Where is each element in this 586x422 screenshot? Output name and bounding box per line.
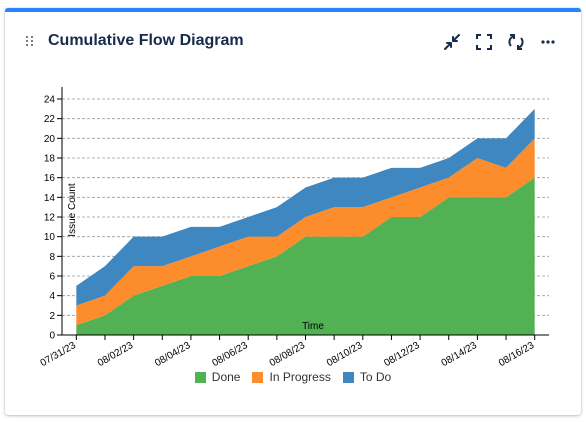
fullscreen-icon[interactable] (473, 31, 495, 53)
card-accent-bar (5, 8, 581, 12)
x-tick-label: 08/02/23 (96, 340, 136, 369)
y-tick-label: 10 (44, 232, 56, 243)
x-tick-label: 08/14/23 (440, 340, 480, 369)
refresh-icon[interactable] (505, 31, 527, 53)
x-tick-label: 08/16/23 (497, 340, 537, 369)
y-tick-label: 22 (44, 114, 56, 125)
x-axis-label: Time (302, 321, 324, 332)
legend-label-in-progress: In Progress (269, 370, 331, 384)
card-header: Cumulative Flow Diagram (5, 12, 581, 62)
card-toolbar (441, 31, 559, 53)
legend-swatch-in-progress (252, 371, 264, 383)
x-tick-label: 08/08/23 (268, 340, 308, 369)
drag-handle-icon[interactable] (26, 36, 34, 48)
collapse-arrows-icon[interactable] (441, 31, 463, 53)
y-tick-label: 18 (44, 154, 56, 165)
stacked-areas (76, 108, 535, 335)
area-series-to-do[interactable] (76, 108, 535, 306)
legend-label-to-do: To Do (359, 370, 392, 384)
x-tick-label: 08/06/23 (210, 340, 250, 369)
y-tick-label: 8 (49, 252, 55, 263)
y-tick-label: 0 (49, 331, 55, 342)
x-tick-label: 08/10/23 (325, 340, 365, 369)
y-tick-label: 14 (44, 193, 56, 204)
more-horizontal-icon[interactable] (537, 31, 559, 53)
y-tick-label: 12 (44, 213, 56, 224)
legend-item-in-progress[interactable]: In Progress (252, 369, 331, 385)
x-tick-label: 08/12/23 (382, 340, 422, 369)
y-tick-label: 4 (49, 291, 55, 302)
legend-swatch-to-do (342, 371, 354, 383)
legend-item-done[interactable]: Done (194, 369, 241, 385)
area-series-in-progress[interactable] (76, 138, 535, 326)
legend-swatch-done (194, 371, 206, 383)
y-tick-label: 2 (49, 311, 55, 322)
y-tick-label: 16 (44, 173, 56, 184)
card-title: Cumulative Flow Diagram (48, 32, 244, 49)
y-tick-label: 6 (49, 272, 55, 283)
y-tick-label: 20 (44, 134, 56, 145)
legend-item-to-do[interactable]: To Do (342, 369, 392, 385)
x-tick-label: 07/31/23 (39, 340, 79, 369)
chart-legend: Done In Progress To Do (0, 369, 586, 385)
legend-label-done: Done (211, 370, 241, 384)
y-axis-label: Issue Count (67, 183, 78, 237)
x-tick-label: 08/04/23 (153, 340, 193, 369)
y-tick-label: 24 (44, 95, 56, 106)
